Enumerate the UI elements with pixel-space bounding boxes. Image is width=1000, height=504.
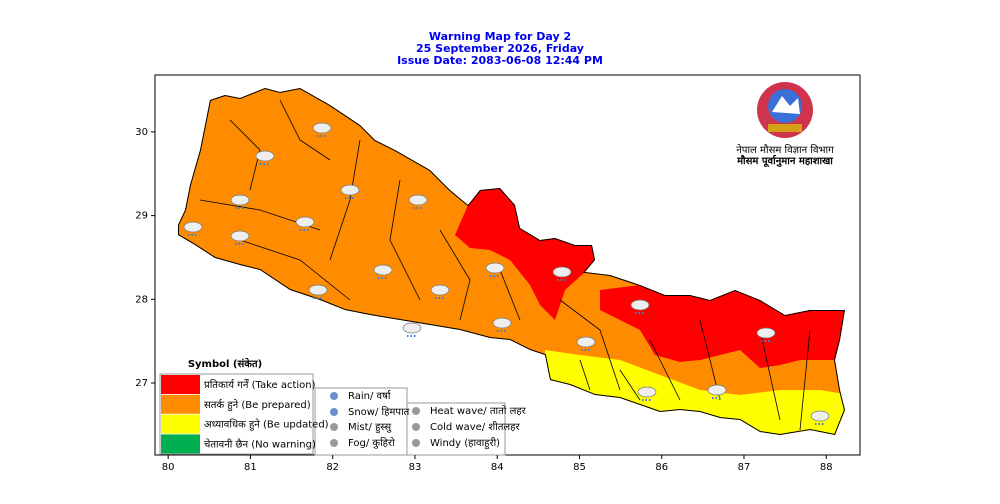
title-line: Warning Map for Day 2: [429, 30, 571, 43]
cloud-icon: [810, 410, 830, 422]
legend-label: चेतावनी छैन (No warning): [204, 438, 316, 450]
cloud-icon: [552, 266, 572, 278]
symbol-icon: [330, 392, 338, 400]
cloud-icon: [402, 322, 422, 334]
symbol-icon: [412, 407, 420, 415]
plot-frame: [154, 74, 861, 456]
cloud-icon: [637, 386, 657, 398]
cloud-icon: [756, 327, 776, 339]
y-tick-label: 28: [135, 294, 148, 305]
cloud-icon: [430, 284, 450, 296]
y-tick-label: 29: [135, 211, 148, 222]
cloud-icon: [295, 216, 315, 228]
logo-text: मौसम पूर्वानुमान महाशाखा: [736, 154, 833, 168]
symbol-icon: [330, 439, 338, 447]
legend-swatch: [161, 375, 200, 394]
symbol-label: Fog/ कुहिरो: [348, 437, 395, 449]
cloud-icon: [630, 299, 650, 311]
cloud-icon: [255, 150, 275, 162]
symbol-label: Mist/ हुस्सु: [348, 422, 392, 434]
region-red: [455, 188, 595, 320]
x-tick-label: 80: [162, 462, 175, 473]
symbol-label: Windy (हावाहुरी): [430, 437, 500, 450]
cloud-icon: [408, 194, 428, 206]
cloud-icon: [373, 264, 393, 276]
symbol-icon: [412, 423, 420, 431]
district-borders: [199, 99, 811, 431]
x-tick-label: 83: [409, 462, 422, 473]
legend-title: Symbol (संकेत): [188, 357, 262, 370]
symbol-label: Cold wave/ शीतलहर: [430, 421, 521, 433]
cloud-icon: [485, 262, 505, 274]
weather-icons: [183, 122, 830, 425]
cloud-icon: [492, 317, 512, 329]
cloud-icon: [340, 184, 360, 196]
x-tick-label: 85: [573, 462, 586, 473]
legend-swatch: [161, 414, 200, 434]
legend-swatch: [161, 394, 200, 414]
x-tick-label: 86: [655, 462, 668, 473]
symbol-icon: [330, 423, 338, 431]
cloud-icon: [576, 336, 596, 348]
region-red: [600, 285, 845, 368]
symbol-label: Snow/ हिमपात: [348, 406, 410, 418]
title-line: 25 September 2026, Friday: [416, 42, 584, 55]
cloud-icon: [183, 221, 203, 233]
title-line: Issue Date: 2083-06-08 12:44 PM: [397, 54, 603, 67]
legend-label: प्रतिकार्य गर्नें (Take action): [204, 379, 316, 391]
legend-swatch: [161, 434, 200, 454]
cloud-icon: [707, 384, 727, 396]
legend-label: सतर्क हुने (Be prepared): [204, 399, 311, 412]
x-tick-label: 88: [820, 462, 833, 473]
cloud-icon: [230, 194, 250, 206]
symbol-label: Heat wave/ तातो लहर: [430, 405, 527, 417]
cloud-icon: [312, 122, 332, 134]
symbol-icon: [330, 408, 338, 416]
y-tick-label: 30: [135, 127, 148, 138]
logo-text: नेपाल मौसम विज्ञान विभाग: [736, 144, 834, 156]
symbol-icon: [412, 439, 420, 447]
y-tick-label: 27: [135, 378, 148, 389]
cloud-icon: [230, 230, 250, 242]
symbol-label: Rain/ वर्षा: [348, 390, 391, 402]
cloud-icon: [308, 284, 328, 296]
x-tick-label: 84: [491, 462, 504, 473]
x-tick-label: 81: [244, 462, 257, 473]
legend-label: अध्यावधिक हुने (Be updated): [204, 419, 329, 432]
logo: नेपाल मौसम विज्ञान विभाग मौसम पूर्वानुमा…: [736, 82, 834, 168]
x-tick-label: 87: [738, 462, 751, 473]
x-tick-label: 82: [326, 462, 339, 473]
symbol-box: [406, 402, 506, 456]
country-outline: [178, 88, 845, 435]
